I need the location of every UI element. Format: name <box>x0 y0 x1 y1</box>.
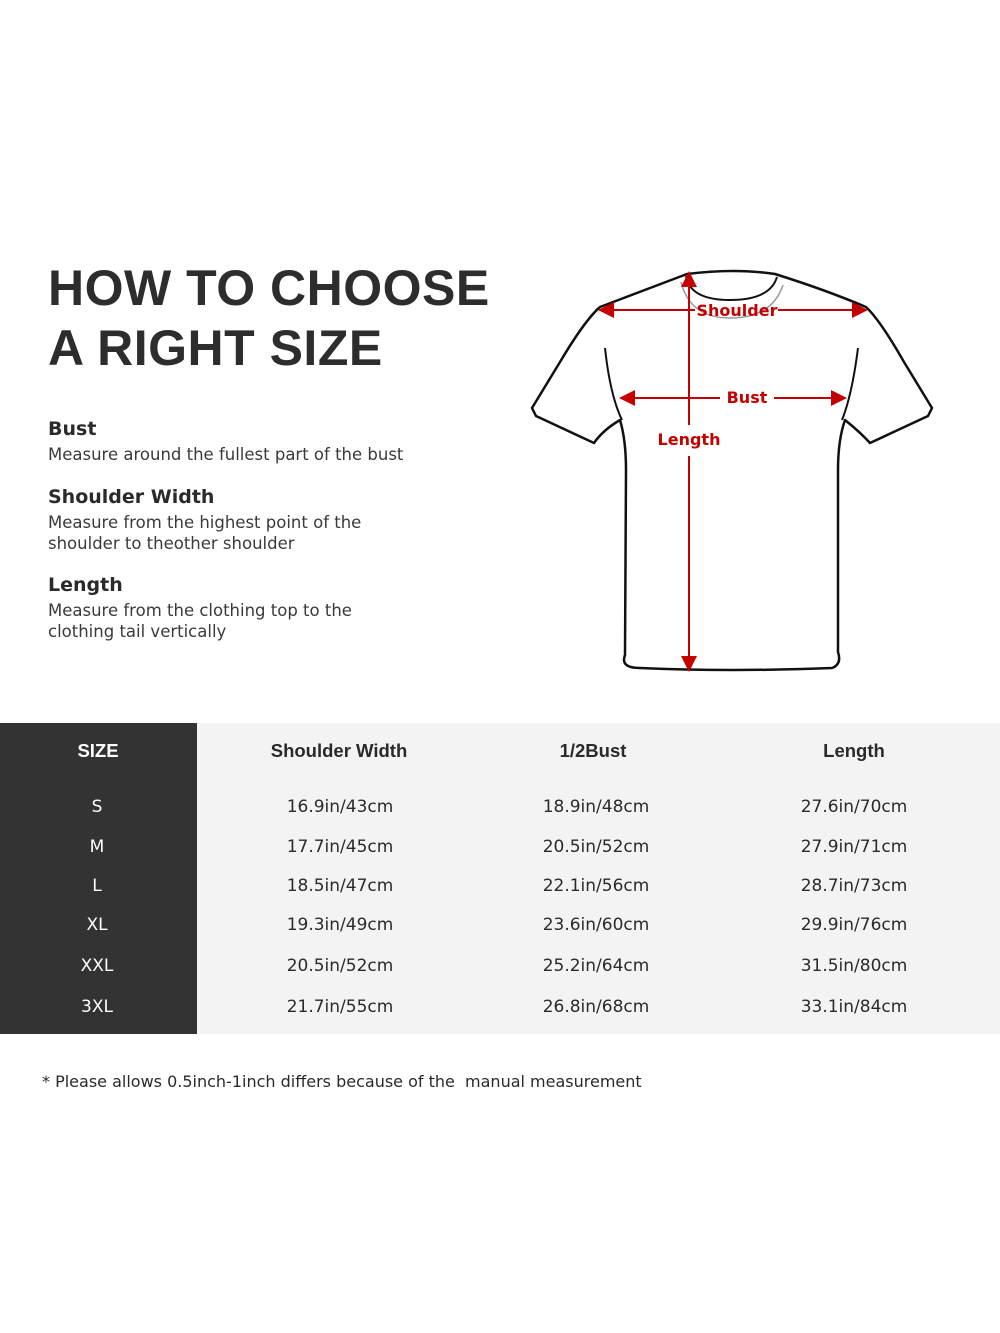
length-label: Length <box>658 430 721 449</box>
definition-description: Measure around the fullest part of the b… <box>48 445 404 464</box>
page-title: HOW TO CHOOSE A RIGHT SIZE <box>48 258 490 378</box>
size-cell: L <box>92 876 102 896</box>
definition-shoulder-width: Shoulder Width Measure from the highest … <box>48 486 388 554</box>
title-line-2: A RIGHT SIZE <box>48 320 383 376</box>
definition-length: Length Measure from the clothing top to … <box>48 574 378 642</box>
measurement-arrows <box>598 271 868 672</box>
bust-label: Bust <box>727 388 768 407</box>
table-cell: 26.8in/68cm <box>542 997 650 1017</box>
table-cell: 18.9in/48cm <box>542 797 650 817</box>
definition-term: Length <box>48 574 123 596</box>
table-cell: 31.5in/80cm <box>800 956 908 976</box>
size-cell: M <box>89 837 105 857</box>
definition-term: Shoulder Width <box>48 486 215 508</box>
title-line-1: HOW TO CHOOSE <box>48 260 490 316</box>
definition-description: Measure from the highest point of the sh… <box>48 513 362 553</box>
table-cell: 20.5in/52cm <box>286 956 394 976</box>
table-cell: 17.7in/45cm <box>286 837 394 857</box>
size-cell: XXL <box>80 956 114 976</box>
definition-term: Bust <box>48 418 97 440</box>
table-cell: 20.5in/52cm <box>542 837 650 857</box>
size-column: SIZE S M L XL XXL 3XL <box>0 723 197 1034</box>
table-cell: 27.6in/70cm <box>800 797 908 817</box>
table-cell: 27.9in/71cm <box>800 837 908 857</box>
header-shoulder-width: Shoulder Width <box>270 740 408 761</box>
table-cell: 33.1in/84cm <box>800 997 908 1017</box>
table-cell: 21.7in/55cm <box>286 997 394 1017</box>
table-cell: 23.6in/60cm <box>542 915 650 935</box>
tshirt-diagram: Shoulder Bust Length <box>530 269 934 672</box>
header-size: SIZE <box>77 740 119 761</box>
shoulder-label: Shoulder <box>697 301 778 320</box>
table-cell: 29.9in/76cm <box>800 915 908 935</box>
table-cell: 25.2in/64cm <box>542 956 650 976</box>
header-length: Length <box>823 740 885 761</box>
measurement-note: * Please allows 0.5inch-1inch differs be… <box>42 1072 642 1091</box>
size-cell: S <box>91 797 103 817</box>
table-cell: 18.5in/47cm <box>286 876 394 896</box>
definition-description: Measure from the clothing top to the clo… <box>48 601 352 641</box>
size-cell: XL <box>86 915 108 935</box>
table-cell: 16.9in/43cm <box>286 797 394 817</box>
definition-bust: Bust Measure around the fullest part of … <box>48 418 428 465</box>
size-table: SIZE S M L XL XXL 3XL Shoulder Width 1/2… <box>0 723 1000 1034</box>
header-half-bust: 1/2Bust <box>559 740 627 761</box>
table-cell: 28.7in/73cm <box>800 876 908 896</box>
size-cell: 3XL <box>81 997 113 1017</box>
table-cell: 22.1in/56cm <box>542 876 650 896</box>
table-cell: 19.3in/49cm <box>286 915 394 935</box>
tshirt-outline <box>530 269 934 672</box>
